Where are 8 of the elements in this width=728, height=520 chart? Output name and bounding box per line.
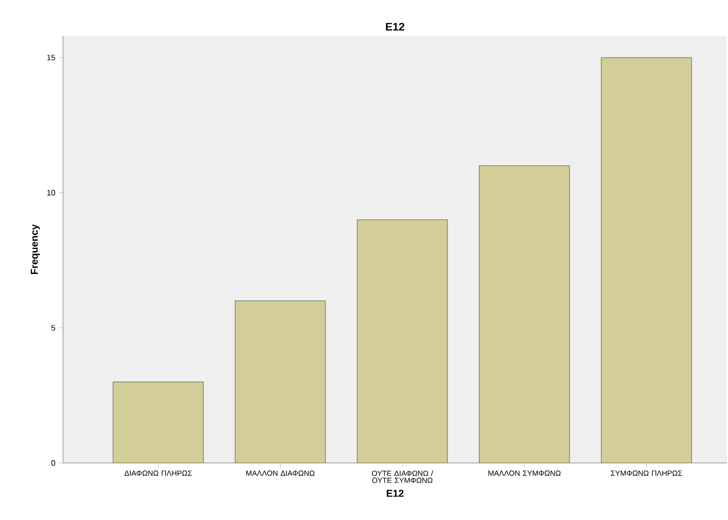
bar	[479, 166, 570, 463]
bar	[601, 57, 692, 463]
bar	[112, 382, 204, 463]
bar	[234, 300, 326, 463]
x-axis-title: E12	[386, 490, 404, 497]
bar	[356, 220, 448, 463]
y-axis-title: Frequency	[30, 224, 40, 274]
chart-title: E12	[386, 22, 404, 30]
